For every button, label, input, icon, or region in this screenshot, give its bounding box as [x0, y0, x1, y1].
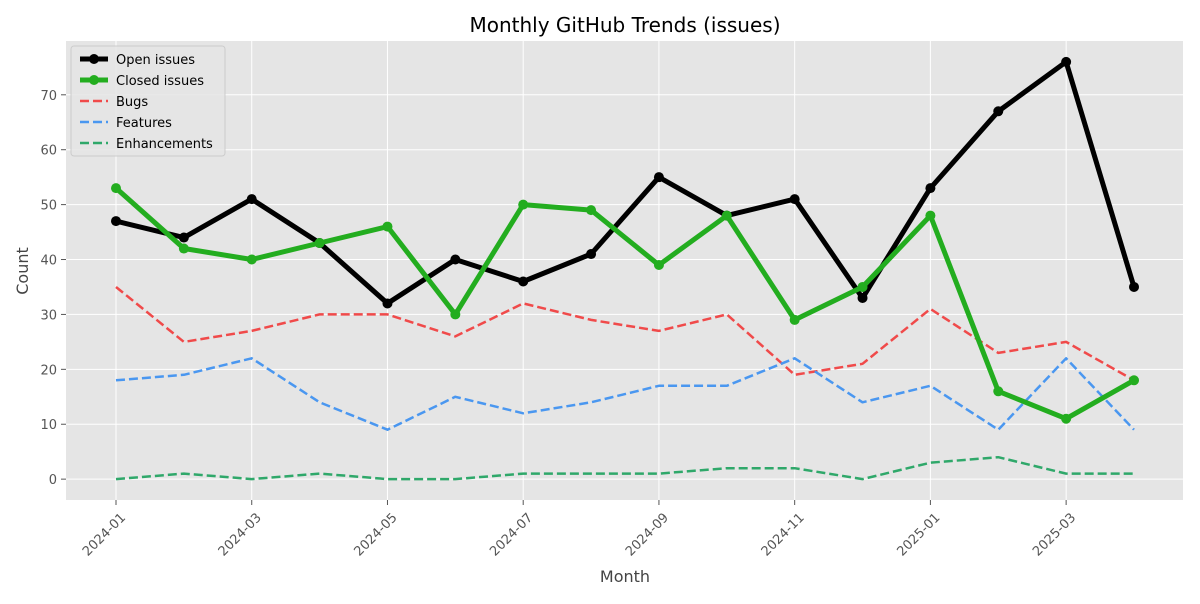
plot-area	[66, 41, 1183, 500]
data-point	[1061, 56, 1072, 67]
x-tick-label: 2024-09	[623, 510, 672, 559]
y-tick-label: 0	[49, 473, 57, 488]
legend-box	[70, 45, 226, 157]
data-point	[382, 221, 393, 232]
series-line	[115, 59, 1137, 306]
data-point	[857, 292, 868, 303]
data-point	[246, 194, 257, 205]
data-point	[111, 183, 121, 194]
series-line	[115, 357, 1135, 431]
x-tick-label: 2024-11	[759, 510, 808, 559]
legend-label: Closed issues	[116, 74, 204, 89]
data-point	[450, 254, 461, 265]
data-point	[925, 183, 936, 194]
data-point	[993, 106, 1004, 117]
legend-label: Bugs	[116, 95, 148, 110]
data-point	[111, 216, 121, 227]
data-point	[721, 210, 732, 221]
legend-item: Open issues	[80, 53, 195, 68]
x-tick-label: 2024-03	[216, 510, 265, 559]
data-point	[789, 314, 800, 325]
data-point	[586, 249, 597, 260]
legend-marker	[89, 75, 99, 85]
data-point	[178, 243, 189, 254]
legend: Open issues Closed issues Bugs Features Enha…	[70, 45, 226, 157]
chart-title: Monthly GitHub Trends (issues)	[469, 13, 780, 37]
series-line	[114, 186, 1136, 422]
series-closed-issues	[111, 183, 1139, 424]
series-line	[115, 455, 1134, 481]
legend-item: Features	[80, 116, 172, 131]
data-point	[857, 281, 868, 292]
series-features	[115, 357, 1135, 431]
y-tick-label: 70	[40, 89, 57, 104]
y-axis-label: Count	[13, 247, 32, 295]
x-axis-label: Month	[600, 567, 650, 586]
series-line	[115, 286, 1135, 382]
legend-label: Features	[116, 116, 172, 131]
grid-lines	[66, 41, 1183, 500]
data-point	[1129, 281, 1139, 292]
data-point	[178, 232, 189, 243]
y-tick-label: 40	[40, 254, 57, 269]
data-point	[653, 260, 664, 271]
legend-label: Open issues	[116, 53, 195, 68]
data-point	[653, 172, 664, 183]
y-tick-label: 60	[40, 144, 57, 159]
series-enhancements	[115, 455, 1134, 481]
legend-label: Enhancements	[116, 137, 213, 152]
data-point	[1061, 413, 1072, 424]
x-tick-label: 2025-03	[1030, 510, 1079, 559]
data-point	[1129, 375, 1139, 386]
legend-marker	[89, 54, 99, 64]
x-tick-label: 2025-01	[894, 510, 943, 559]
x-tick-label: 2024-01	[80, 510, 129, 559]
data-point	[789, 194, 800, 205]
data-point	[993, 386, 1004, 397]
data-point	[925, 210, 936, 221]
series-bugs	[115, 286, 1135, 382]
data-point	[314, 238, 325, 249]
data-point	[518, 276, 529, 287]
legend-item: Closed issues	[80, 74, 204, 89]
legend-item: Enhancements	[80, 137, 213, 152]
x-tick-label: 2024-07	[487, 510, 536, 559]
series-lines	[111, 56, 1139, 481]
y-tick-label: 20	[40, 363, 57, 378]
legend-item: Bugs	[80, 95, 148, 110]
y-tick-label: 10	[40, 418, 57, 433]
data-point	[518, 199, 529, 210]
data-point	[382, 298, 393, 309]
y-tick-label: 50	[40, 199, 57, 214]
data-point	[450, 309, 461, 320]
data-point	[246, 254, 257, 265]
y-tick-label: 30	[40, 308, 57, 323]
data-point	[586, 205, 597, 216]
x-tick-label: 2024-05	[351, 510, 400, 559]
